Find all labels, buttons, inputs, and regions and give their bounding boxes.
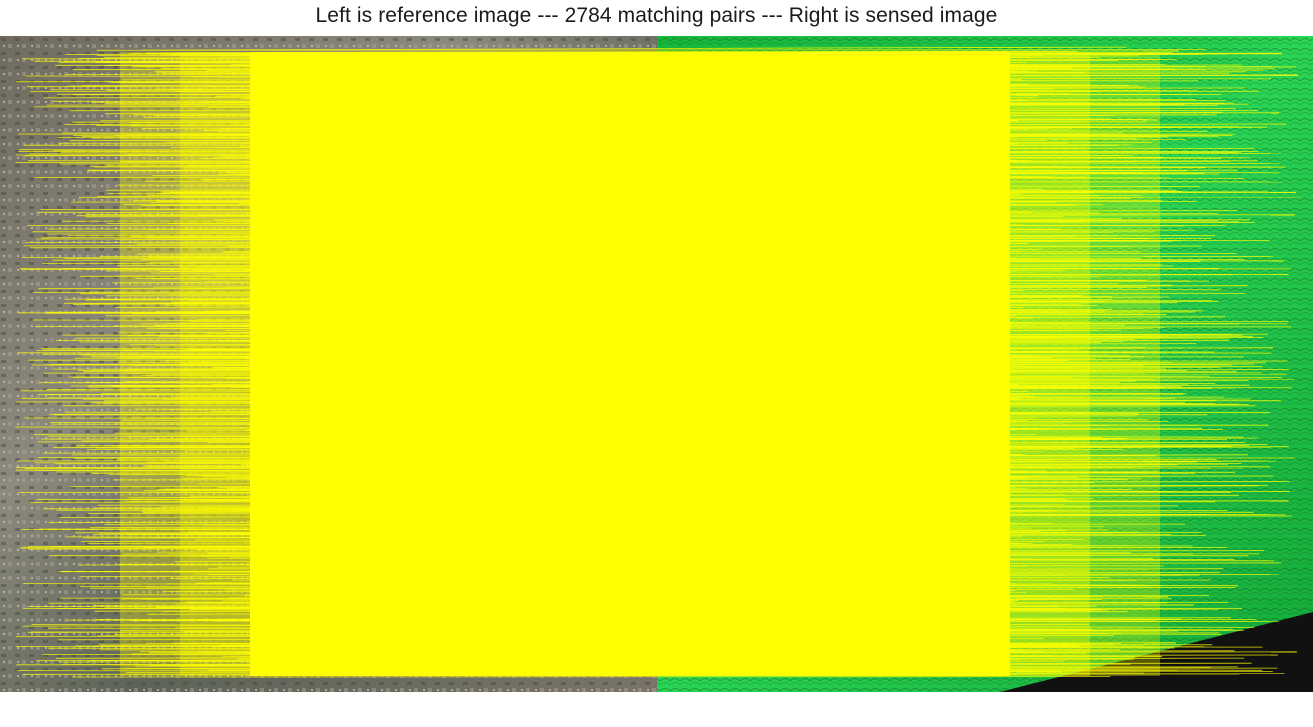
match-line-saturation [120, 52, 1160, 676]
match-line-core [250, 52, 1010, 676]
match-line-fade [1010, 52, 1090, 676]
match-canvas [0, 36, 1313, 692]
match-line [141, 46, 1127, 51]
figure-title: Left is reference image --- 2784 matchin… [315, 4, 998, 27]
match-line [96, 49, 1206, 51]
match-visualization [0, 36, 1313, 692]
match-line-fade [180, 52, 250, 676]
match-line-fade [1090, 52, 1160, 676]
match-line-fade [120, 52, 180, 676]
